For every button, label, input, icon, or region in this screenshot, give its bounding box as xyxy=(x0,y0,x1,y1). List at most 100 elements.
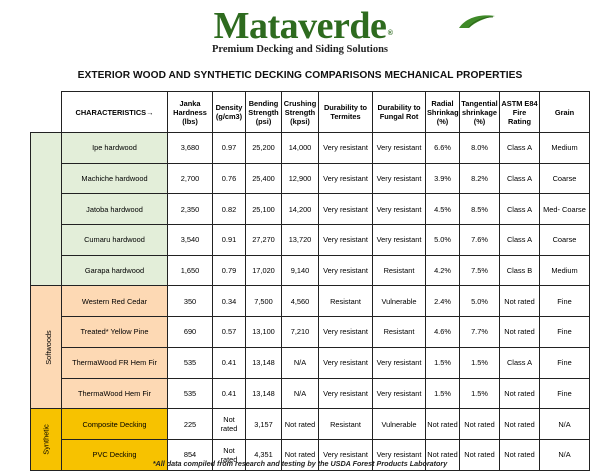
cell-density: Not rated xyxy=(212,438,246,471)
cell-fire-rating: Class A xyxy=(499,224,540,256)
cell-name: Composite Decking xyxy=(61,408,168,440)
header-characteristics: CHARACTERISTICS→ xyxy=(61,91,168,133)
cell-janka: 690 xyxy=(167,316,213,348)
cell-fungal: Very resistant xyxy=(372,346,426,379)
cell-name: Jatoba hardwood xyxy=(61,193,168,226)
cell-fungal: Very resistant xyxy=(372,193,426,226)
cell-grain: Coarse xyxy=(539,224,590,256)
table-row: Machiche hardwood 2,700 0.76 25,400 12,900 Ve… xyxy=(31,162,590,195)
cell-termites: Very resistant xyxy=(318,377,373,410)
cell-density: 0.91 xyxy=(212,224,246,256)
cell-crushing: 12,900 xyxy=(281,162,319,195)
table-row: Cumaru hardwood 3,540 0.91 27,270 13,720 Very… xyxy=(31,224,590,256)
table-row: Jatoba hardwood 2,350 0.82 25,100 14,200 Very… xyxy=(31,193,590,226)
header-tangential: Tangential shrinkage (%) xyxy=(459,91,500,133)
table-row: Garapa hardwood 1,650 0.79 17,020 9,140 Very … xyxy=(31,254,590,287)
header-bending: Bending Strength (psi) xyxy=(245,91,282,133)
cell-bending: 3,157 xyxy=(245,408,282,440)
cell-radial: 4.5% xyxy=(425,193,460,226)
cell-radial: 1.5% xyxy=(425,377,460,410)
cell-tangential: Not rated xyxy=(459,438,500,471)
cell-bending: 25,400 xyxy=(245,162,282,195)
cell-crushing: 14,000 xyxy=(281,132,319,164)
cell-radial: 2.4% xyxy=(425,285,460,318)
cell-name: ThermaWood Hem Fir xyxy=(61,377,168,410)
cell-fungal: Very resistant xyxy=(372,377,426,410)
cell-termites: Very resistant xyxy=(318,346,373,379)
cell-tangential: 1.5% xyxy=(459,377,500,410)
cell-radial: Not rated xyxy=(425,408,460,440)
cell-janka: 3,540 xyxy=(167,224,213,256)
table-row: PVC Decking 854 Not rated 4,351 Not rated Ver… xyxy=(31,438,590,471)
cell-density: 0.97 xyxy=(212,132,246,164)
logo-name: Mataverde xyxy=(213,5,387,47)
cell-termites: Very resistant xyxy=(318,224,373,256)
cell-radial: 6.6% xyxy=(425,132,460,164)
cell-tangential: 8.2% xyxy=(459,162,500,195)
cell-crushing: Not rated xyxy=(281,408,319,440)
table-row: ThermaWood Hem Fir 535 0.41 13,148 N/A Very r… xyxy=(31,377,590,410)
cell-janka: 225 xyxy=(167,408,213,440)
cell-name: Treated* Yellow Pine xyxy=(61,316,168,348)
cell-name: Garapa hardwood xyxy=(61,254,168,287)
cell-fire-rating: Class B xyxy=(499,254,540,287)
cell-tangential: Not rated xyxy=(459,408,500,440)
cell-density: 0.57 xyxy=(212,316,246,348)
cell-grain: N/A xyxy=(539,408,590,440)
cell-janka: 1,650 xyxy=(167,254,213,287)
cell-fungal: Very resistant xyxy=(372,438,426,471)
cell-termites: Very resistant xyxy=(318,316,373,348)
cell-tangential: 5.0% xyxy=(459,285,500,318)
category-label-text: Synthetic xyxy=(41,424,51,455)
cell-fungal: Resistant xyxy=(372,254,426,287)
logo-tagline: Premium Decking and Siding Solutions xyxy=(211,44,388,55)
category-label: Softwoods xyxy=(30,285,62,410)
cell-termites: Very resistant xyxy=(318,438,373,471)
cell-fire-rating: Class A xyxy=(499,162,540,195)
cell-fungal: Very resistant xyxy=(372,224,426,256)
cell-radial: 3.9% xyxy=(425,162,460,195)
cell-fire-rating: Class A xyxy=(499,132,540,164)
cell-bending: 25,200 xyxy=(245,132,282,164)
leaf-icon xyxy=(458,15,495,28)
table-row: High-Density HardwoodIpe hardwood3,6800.… xyxy=(30,131,590,287)
cell-density: 0.41 xyxy=(212,377,246,410)
cell-fire-rating: Not rated xyxy=(499,408,540,440)
registered-mark: ® xyxy=(387,30,393,37)
cell-radial: 4.2% xyxy=(425,254,460,287)
cell-crushing: 14,200 xyxy=(281,193,319,226)
cell-density: 0.41 xyxy=(212,346,246,379)
mataverde-logo: Mataverde ® Premium Decking and Siding S… xyxy=(0,6,600,56)
cell-fire-rating: Not rated xyxy=(499,377,540,410)
category-label: Synthetic xyxy=(30,408,62,471)
cell-termites: Very resistant xyxy=(318,193,373,226)
cell-fungal: Very resistant xyxy=(372,162,426,195)
header-crushing: Crushing Strength (kpsi) xyxy=(281,91,319,133)
cell-name: Western Red Cedar xyxy=(61,285,168,318)
footnote: *All data compiled from research and tes… xyxy=(152,459,448,468)
cell-bending: 25,100 xyxy=(245,193,282,226)
cell-grain: Medium xyxy=(539,132,590,164)
cell-grain: N/A xyxy=(539,438,590,471)
cell-crushing: 4,560 xyxy=(281,285,319,318)
table-row: Softwoods Western Red Cedar 350 0.34 7,500 4,… xyxy=(30,285,590,410)
cell-crushing: 7,210 xyxy=(281,316,319,348)
cell-tangential: 7.5% xyxy=(459,254,500,287)
cell-crushing: N/A xyxy=(281,377,319,410)
logo-wordmark: Mataverde ® xyxy=(213,5,495,47)
cell-termites: Resistant xyxy=(318,285,373,318)
header-janka: Janka Hardness (lbs) xyxy=(167,91,213,133)
cell-fungal: Vulnerable xyxy=(372,408,426,440)
cell-bending: 17,020 xyxy=(245,254,282,287)
cell-bending: 7,500 xyxy=(245,285,282,318)
cell-fire-rating: Class A xyxy=(499,346,540,379)
cell-crushing: 9,140 xyxy=(281,254,319,287)
category-label-text: Softwoods xyxy=(43,330,53,365)
cell-grain: Coarse xyxy=(539,162,590,195)
cell-name: Ipe hardwood xyxy=(61,132,168,164)
cell-crushing: N/A xyxy=(281,346,319,379)
cell-termites: Very resistant xyxy=(318,132,373,164)
cell-fire-rating: Not rated xyxy=(499,285,540,318)
cell-crushing: 13,720 xyxy=(281,224,319,256)
cell-grain: Med- Coarse xyxy=(539,193,590,226)
